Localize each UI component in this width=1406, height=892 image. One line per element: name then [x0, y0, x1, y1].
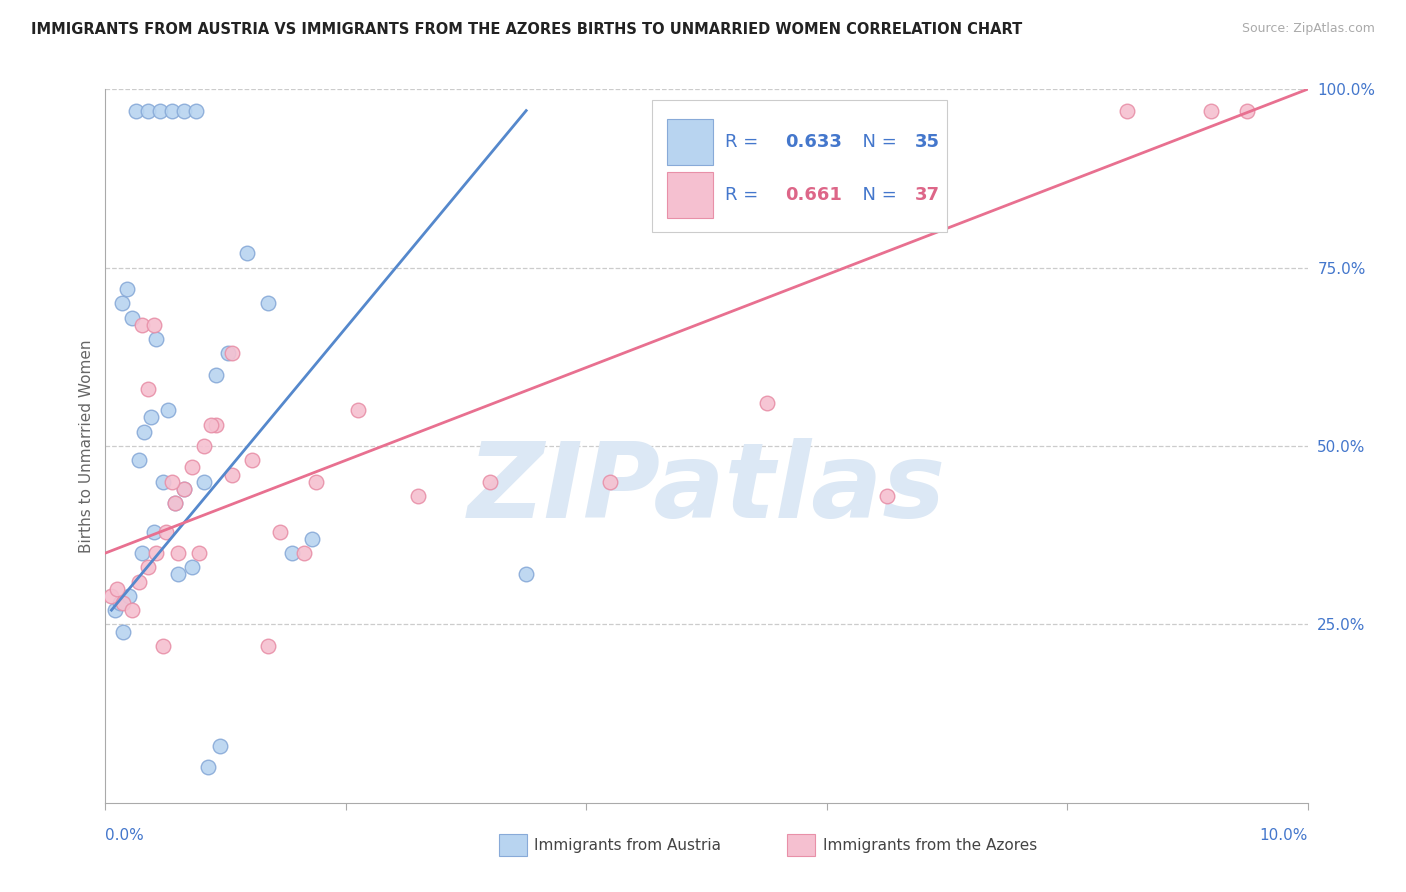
Text: IMMIGRANTS FROM AUSTRIA VS IMMIGRANTS FROM THE AZORES BIRTHS TO UNMARRIED WOMEN : IMMIGRANTS FROM AUSTRIA VS IMMIGRANTS FR…: [31, 22, 1022, 37]
Bar: [499, 834, 527, 856]
Point: [166, 546, 188, 560]
Point: [479, 475, 502, 489]
Point: [221, 346, 243, 360]
Point: [876, 489, 898, 503]
Point: [108, 596, 131, 610]
Point: [181, 460, 204, 475]
Point: [181, 560, 204, 574]
Text: N =: N =: [851, 186, 903, 204]
Point: [112, 596, 135, 610]
Text: 35: 35: [914, 133, 939, 151]
Point: [136, 560, 159, 574]
Point: [136, 382, 159, 396]
Point: [599, 475, 621, 489]
Point: [1116, 103, 1139, 118]
Point: [160, 103, 183, 118]
Point: [205, 417, 228, 432]
Point: [406, 489, 429, 503]
Point: [165, 496, 187, 510]
Point: [115, 282, 138, 296]
Point: [124, 103, 146, 118]
Point: [142, 318, 165, 332]
Point: [128, 574, 150, 589]
Point: [131, 318, 153, 332]
Point: [1201, 103, 1223, 118]
Point: [515, 567, 537, 582]
Text: 37: 37: [914, 186, 939, 204]
Point: [152, 475, 174, 489]
Point: [118, 589, 141, 603]
Point: [173, 482, 195, 496]
Point: [145, 332, 167, 346]
Point: [148, 103, 170, 118]
Point: [188, 546, 211, 560]
Point: [107, 582, 129, 596]
Point: [305, 475, 328, 489]
Text: 0.633: 0.633: [785, 133, 842, 151]
Text: 0.0%: 0.0%: [105, 828, 145, 843]
Text: 0.661: 0.661: [785, 186, 842, 204]
Point: [269, 524, 291, 539]
Point: [205, 368, 228, 382]
Point: [197, 760, 219, 774]
Point: [217, 346, 239, 360]
Point: [155, 524, 177, 539]
Bar: [652, 100, 948, 232]
Point: [208, 739, 231, 753]
Y-axis label: Births to Unmarried Women: Births to Unmarried Women: [79, 339, 94, 553]
Point: [121, 310, 143, 325]
Point: [131, 546, 153, 560]
Point: [200, 417, 222, 432]
Point: [165, 496, 187, 510]
Point: [111, 296, 134, 310]
Text: ZIPatlas: ZIPatlas: [467, 438, 946, 540]
Text: Source: ZipAtlas.com: Source: ZipAtlas.com: [1241, 22, 1375, 36]
Bar: [666, 119, 713, 165]
Point: [301, 532, 323, 546]
Point: [193, 439, 215, 453]
Point: [240, 453, 263, 467]
Point: [166, 567, 188, 582]
Text: N =: N =: [851, 133, 903, 151]
Point: [1236, 103, 1258, 118]
Point: [152, 639, 174, 653]
Point: [139, 410, 162, 425]
Point: [236, 246, 259, 260]
Point: [160, 475, 183, 489]
Point: [142, 524, 165, 539]
Point: [112, 624, 135, 639]
Point: [145, 546, 167, 560]
Point: [128, 453, 150, 467]
Point: [755, 396, 778, 410]
Point: [121, 603, 143, 617]
Point: [132, 425, 155, 439]
Point: [221, 467, 243, 482]
Point: [156, 403, 179, 417]
Point: [173, 482, 195, 496]
Point: [136, 103, 159, 118]
Point: [100, 589, 122, 603]
Text: 10.0%: 10.0%: [1260, 828, 1308, 843]
Bar: [787, 834, 815, 856]
Text: Immigrants from Austria: Immigrants from Austria: [534, 838, 721, 853]
Bar: [666, 172, 713, 219]
Text: R =: R =: [724, 186, 763, 204]
Point: [104, 603, 127, 617]
Point: [193, 475, 215, 489]
Text: R =: R =: [724, 133, 763, 151]
Point: [347, 403, 370, 417]
Text: Immigrants from the Azores: Immigrants from the Azores: [823, 838, 1036, 853]
Point: [184, 103, 207, 118]
Point: [281, 546, 304, 560]
Point: [173, 103, 195, 118]
Point: [256, 296, 278, 310]
Point: [256, 639, 278, 653]
Point: [292, 546, 315, 560]
